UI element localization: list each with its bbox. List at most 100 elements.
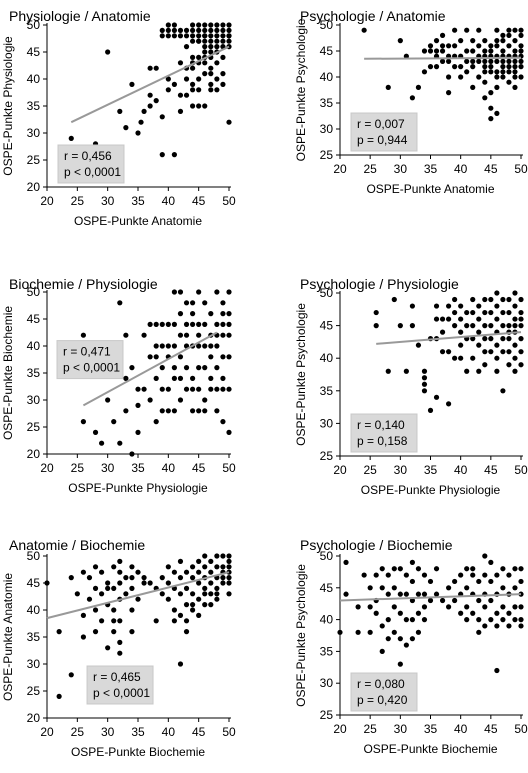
data-point	[500, 604, 506, 610]
data-point	[159, 152, 165, 158]
y-tick-label: 30	[320, 416, 334, 430]
data-point	[111, 629, 117, 635]
data-point	[512, 64, 518, 70]
data-point	[379, 648, 385, 655]
data-point	[111, 564, 117, 570]
data-point	[99, 569, 105, 575]
correlation-r-value: r = 0,471	[63, 345, 111, 359]
y-tick-label: 50	[320, 549, 334, 563]
data-point	[409, 597, 415, 604]
data-point	[141, 575, 147, 581]
stats-box	[57, 144, 125, 184]
y-tick-label: 45	[320, 319, 334, 333]
y-tick-label: 20	[27, 180, 41, 194]
data-point	[464, 585, 470, 591]
data-point	[196, 558, 202, 565]
data-point	[135, 386, 141, 392]
x-tick-label: 40	[162, 194, 176, 208]
data-point	[165, 343, 171, 349]
data-point	[171, 321, 177, 327]
y-axis-label: OSPE-Punkte Physiologie	[1, 36, 15, 176]
data-point	[361, 27, 367, 33]
data-point	[506, 64, 512, 70]
data-point	[391, 296, 397, 303]
data-point	[373, 610, 379, 616]
data-point	[482, 64, 488, 70]
data-point	[439, 329, 446, 335]
data-point	[208, 558, 214, 565]
data-point	[482, 58, 488, 64]
data-point	[494, 572, 500, 578]
data-point	[196, 408, 202, 414]
data-point	[147, 103, 153, 109]
x-tick-label: 45	[192, 461, 206, 475]
data-point	[214, 76, 220, 82]
data-point	[92, 429, 99, 435]
data-point	[403, 642, 409, 648]
data-point	[343, 559, 349, 565]
data-point	[105, 49, 111, 55]
data-point	[512, 290, 518, 296]
data-point	[135, 596, 141, 602]
data-point	[482, 362, 488, 368]
y-tick-label: 40	[320, 70, 334, 84]
data-point	[506, 58, 512, 64]
data-point	[111, 585, 117, 592]
chart-title: Physiologie / Anatomie	[9, 8, 151, 24]
data-point	[56, 629, 62, 635]
data-point	[512, 342, 518, 348]
data-point	[202, 321, 208, 327]
data-point	[208, 602, 214, 608]
data-point	[171, 607, 177, 613]
data-point	[500, 585, 506, 591]
data-point	[177, 92, 184, 98]
data-point	[117, 618, 123, 624]
data-point	[470, 566, 476, 572]
data-point	[190, 87, 196, 93]
data-point	[74, 591, 80, 597]
data-point	[506, 309, 512, 316]
data-point	[202, 602, 208, 608]
data-point	[452, 64, 458, 70]
data-point	[117, 300, 123, 306]
x-axis-label: OSPE-Punkte Anatomie	[366, 182, 494, 196]
correlation-p-value: p < 0,0001	[93, 686, 150, 700]
data-point	[220, 321, 226, 327]
data-point	[373, 572, 379, 578]
data-point	[177, 33, 184, 39]
data-point	[397, 591, 403, 597]
y-tick-label: 30	[320, 676, 334, 690]
data-point	[397, 566, 403, 572]
data-point	[214, 22, 220, 28]
data-point	[488, 69, 494, 75]
data-point	[92, 564, 99, 570]
data-point	[190, 54, 196, 61]
data-point	[482, 38, 488, 44]
data-point	[464, 566, 470, 572]
data-point	[446, 58, 452, 64]
data-point	[196, 365, 202, 371]
data-point	[183, 585, 190, 592]
data-point	[506, 32, 512, 39]
data-point	[220, 300, 226, 306]
data-point	[214, 321, 220, 327]
data-point	[183, 602, 190, 608]
data-point	[427, 64, 434, 70]
y-tick-label: 20	[27, 711, 41, 725]
data-point	[391, 604, 397, 610]
y-tick-label: 45	[27, 312, 41, 326]
x-tick-label: 35	[424, 722, 438, 736]
y-tick-label: 45	[320, 581, 334, 595]
data-point	[153, 618, 159, 624]
data-point	[177, 591, 184, 597]
data-point	[415, 342, 422, 348]
data-point	[488, 578, 494, 585]
data-point	[506, 43, 512, 49]
data-point	[153, 375, 159, 381]
data-point	[421, 591, 428, 597]
data-point	[446, 303, 452, 309]
data-point	[506, 296, 512, 303]
data-point	[518, 58, 524, 64]
data-point	[171, 33, 177, 39]
data-point	[506, 336, 512, 342]
